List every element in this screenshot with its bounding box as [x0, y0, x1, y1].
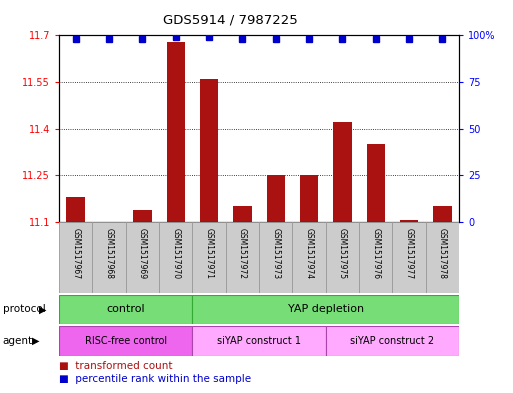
Bar [267, 175, 285, 222]
Text: GSM1517973: GSM1517973 [271, 228, 280, 279]
Text: GSM1517970: GSM1517970 [171, 228, 180, 279]
Bar [192, 295, 459, 324]
Bar [433, 206, 451, 222]
Text: GSM1517968: GSM1517968 [105, 228, 113, 279]
Bar [192, 326, 326, 356]
Bar [400, 220, 418, 222]
Bar [67, 197, 85, 222]
Text: GSM1517974: GSM1517974 [305, 228, 313, 279]
Bar [300, 175, 318, 222]
Bar [259, 222, 292, 293]
Bar [326, 326, 459, 356]
Text: GDS5914 / 7987225: GDS5914 / 7987225 [164, 14, 298, 27]
Text: RISC-free control: RISC-free control [85, 336, 167, 346]
Text: GSM1517971: GSM1517971 [205, 228, 213, 279]
Bar [200, 79, 218, 222]
Bar [59, 326, 192, 356]
Text: GSM1517976: GSM1517976 [371, 228, 380, 279]
Bar [226, 222, 259, 293]
Bar [92, 222, 126, 293]
Text: GSM1517972: GSM1517972 [238, 228, 247, 279]
Bar [126, 222, 159, 293]
Text: GSM1517977: GSM1517977 [405, 228, 413, 279]
Bar [367, 144, 385, 222]
Text: YAP depletion: YAP depletion [288, 305, 364, 314]
Bar [159, 222, 192, 293]
Text: control: control [106, 305, 145, 314]
Text: protocol: protocol [3, 304, 45, 314]
Text: GSM1517967: GSM1517967 [71, 228, 80, 279]
Text: siYAP construct 1: siYAP construct 1 [217, 336, 301, 346]
Bar [292, 222, 326, 293]
Bar [59, 222, 92, 293]
Bar [333, 123, 351, 222]
Text: agent: agent [3, 336, 33, 346]
Bar [59, 295, 192, 324]
Bar [233, 206, 251, 222]
Bar [359, 222, 392, 293]
Text: siYAP construct 2: siYAP construct 2 [350, 336, 435, 346]
Bar [326, 222, 359, 293]
Text: ■  percentile rank within the sample: ■ percentile rank within the sample [59, 374, 251, 384]
Text: GSM1517975: GSM1517975 [338, 228, 347, 279]
Text: GSM1517978: GSM1517978 [438, 228, 447, 279]
Text: ■  transformed count: ■ transformed count [59, 361, 172, 371]
Bar [133, 209, 151, 222]
Text: GSM1517969: GSM1517969 [138, 228, 147, 279]
Bar [192, 222, 226, 293]
Bar [392, 222, 426, 293]
Text: ▶: ▶ [38, 304, 46, 314]
Text: ▶: ▶ [32, 336, 40, 346]
Bar [426, 222, 459, 293]
Bar [167, 42, 185, 222]
